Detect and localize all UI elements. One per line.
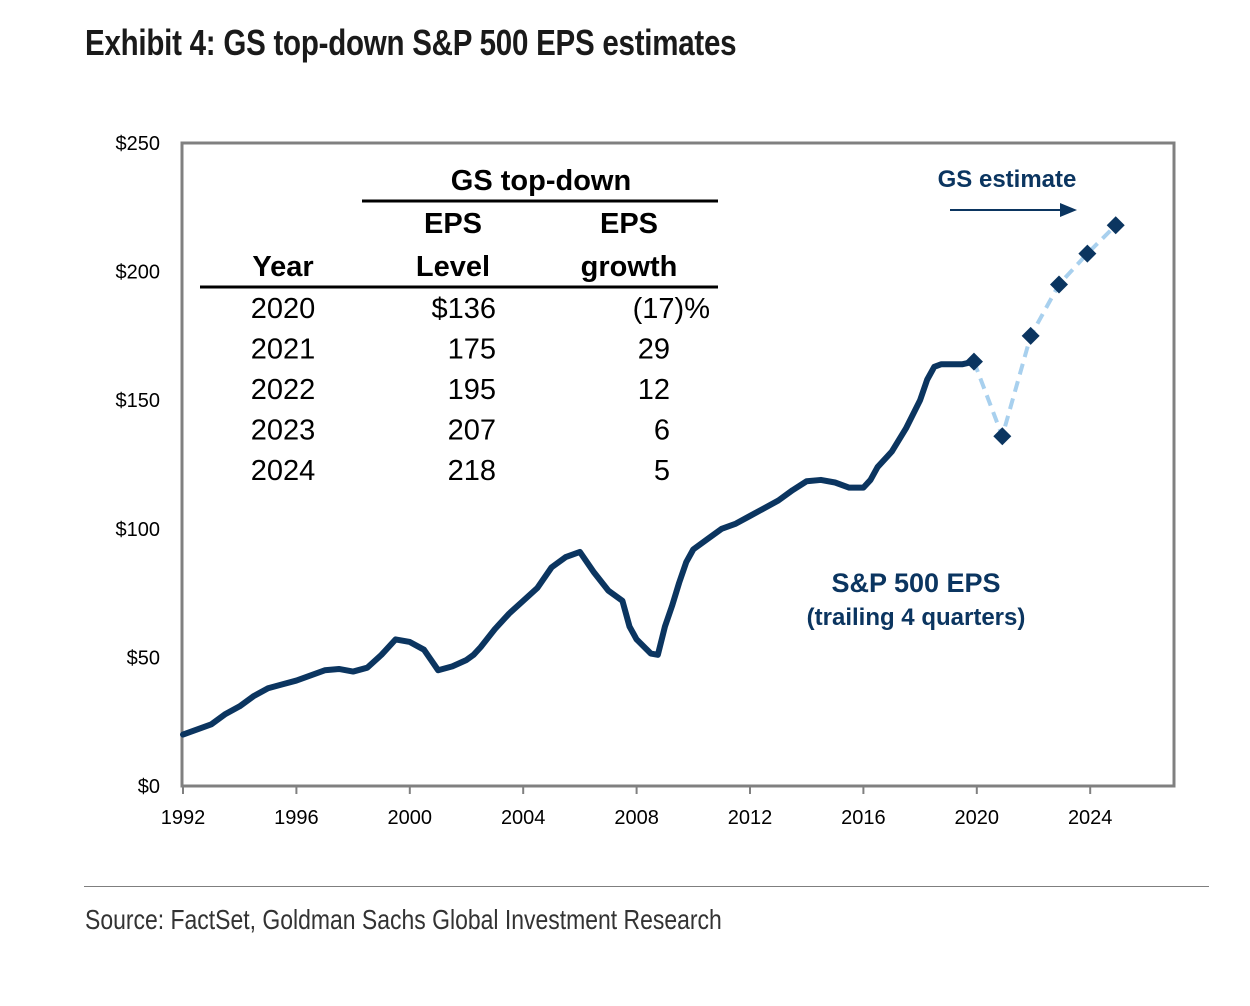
table-row: 2021 175 29: [251, 334, 670, 366]
estimate-marker: [1021, 326, 1040, 345]
table-cell-level: $136: [431, 293, 496, 325]
x-tick-label: 2004: [501, 807, 546, 829]
table-cell-growth: 29: [638, 334, 670, 366]
table-cell-year: 2020: [251, 293, 316, 325]
x-tick-label: 1992: [161, 807, 206, 829]
x-tick-label: 2008: [614, 807, 659, 829]
table-row: 2022 195 12: [251, 374, 670, 406]
table-cell-growth: (17)%: [633, 293, 710, 325]
estimate-marker: [993, 427, 1012, 446]
x-axis: 1992 1996 2000 2004 2008 2012 2016 2020 2024: [161, 786, 1113, 829]
table-row: 2020 $136 (17)%: [251, 293, 710, 325]
table-cell-level: 195: [448, 374, 496, 406]
estimate-marker: [1106, 216, 1125, 235]
estimate-marker: [964, 352, 983, 371]
source-divider: [84, 886, 1209, 887]
table-cell-growth: 12: [638, 374, 670, 406]
table-cell-year: 2023: [251, 415, 316, 447]
x-tick-label: 2020: [955, 807, 1000, 829]
chart-title: Exhibit 4: GS top-down S&P 500 EPS estim…: [85, 22, 737, 63]
plot-frame: [180, 141, 1176, 788]
y-tick-label: $0: [138, 776, 160, 798]
table-cell-level: 175: [448, 334, 496, 366]
series-label: S&P 500 EPS: [831, 568, 1000, 598]
gs-estimate-label: GS estimate: [938, 166, 1077, 193]
eps-chart: $0 $50 $100 $150 $200 $250 1992 1996 2000 2004 20…: [116, 133, 1176, 829]
y-tick-label: $50: [127, 647, 160, 669]
x-tick-label: 2016: [841, 807, 886, 829]
series-sublabel: (trailing 4 quarters): [807, 604, 1026, 631]
y-tick-label: $200: [116, 262, 161, 284]
table-row: 2024 218 5: [251, 455, 670, 487]
eps-actual-line: [180, 358, 977, 738]
y-axis: $0 $50 $100 $150 $200 $250: [116, 133, 161, 798]
axes: $0 $50 $100 $150 $200 $250 1992 1996 2000 2004 20…: [116, 133, 1176, 829]
series-layer: [180, 216, 1125, 738]
y-tick-label: $150: [116, 390, 161, 412]
table-col-growth-line2: growth: [581, 251, 678, 283]
table-col-level-line2: Level: [416, 251, 490, 283]
x-tick-label: 2024: [1068, 807, 1113, 829]
y-tick-label: $250: [116, 133, 161, 155]
table-cell-year: 2021: [251, 334, 316, 366]
table-group-header: GS top-down: [451, 165, 631, 197]
table-col-level-line1: EPS: [424, 208, 482, 240]
estimate-marker: [1078, 244, 1097, 263]
table-cell-growth: 6: [654, 415, 670, 447]
inset-table: GS top-down EPS EPS Year Level growth 20…: [200, 165, 718, 487]
estimate-line: [972, 223, 1118, 443]
table-cell-level: 218: [448, 455, 496, 487]
table-cell-year: 2024: [251, 455, 316, 487]
estimate-marker: [1050, 275, 1069, 294]
table-col-year: Year: [252, 251, 313, 283]
source-note: Source: FactSet, Goldman Sachs Global In…: [85, 904, 722, 935]
x-tick-label: 2012: [728, 807, 773, 829]
table-cell-growth: 5: [654, 455, 670, 487]
table-row: 2023 207 6: [251, 415, 670, 447]
table-cell-year: 2022: [251, 374, 316, 406]
x-tick-label: 1996: [274, 807, 319, 829]
x-tick-label: 2000: [388, 807, 433, 829]
right-arrow-icon: [950, 203, 1077, 217]
y-tick-label: $100: [116, 519, 161, 541]
table-cell-level: 207: [448, 415, 496, 447]
table-col-growth-line1: EPS: [600, 208, 658, 240]
